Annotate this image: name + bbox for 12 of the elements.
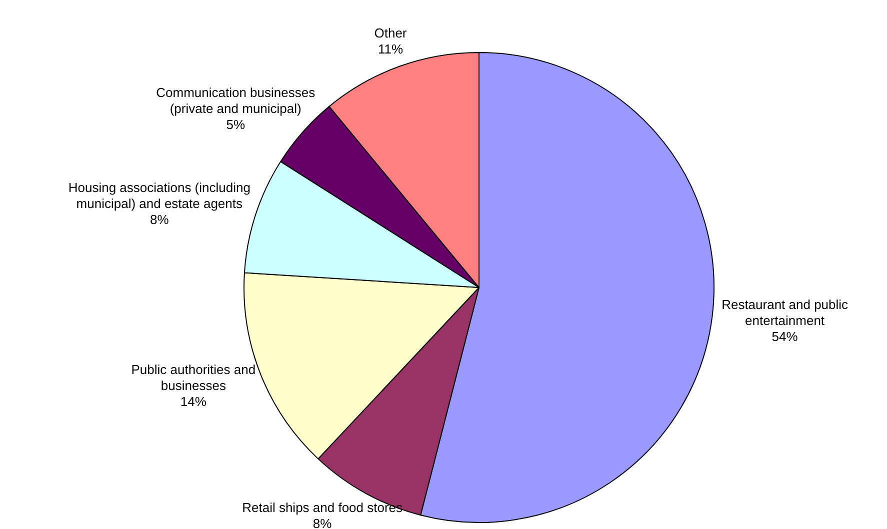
slice-label: Communication businesses (private and municipal) [156, 85, 316, 116]
slice-label: Restaurant and public entertainment [722, 296, 849, 328]
data-label: 8% [312, 516, 332, 529]
data-label: 11% [378, 42, 404, 57]
slice-label: Public authorities and businesses [131, 362, 256, 394]
slice-label: Other [374, 26, 408, 41]
data-label: 5% [226, 117, 246, 132]
data-label: 54% [772, 328, 798, 344]
slice-label: Housing associations (including municipal) and estate agents [68, 180, 250, 211]
data-label: 8% [150, 212, 170, 227]
slice-label: Retail ships and food stores [242, 500, 404, 515]
data-label: 14% [180, 394, 207, 410]
